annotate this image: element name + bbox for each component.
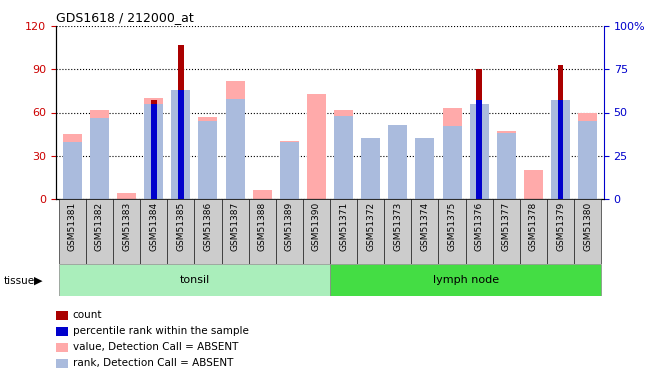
Text: tissue: tissue	[3, 276, 34, 285]
Bar	[330, 264, 601, 296]
Text: ▶: ▶	[34, 276, 43, 285]
Text: lymph node: lymph node	[432, 275, 499, 285]
Bar	[226, 81, 245, 199]
Bar	[280, 142, 299, 199]
Bar	[172, 90, 190, 199]
Bar	[195, 199, 222, 264]
Bar	[113, 199, 140, 264]
Bar	[388, 131, 407, 199]
Bar	[226, 99, 245, 199]
Bar	[307, 94, 326, 199]
Bar	[280, 141, 299, 199]
Bar	[59, 264, 330, 296]
Bar	[470, 104, 488, 199]
Bar	[438, 199, 465, 264]
Text: GSM51373: GSM51373	[393, 202, 403, 251]
Bar	[578, 112, 597, 199]
Text: GSM51378: GSM51378	[529, 202, 538, 251]
Bar	[334, 110, 353, 199]
Bar	[63, 142, 82, 199]
Text: rank, Detection Call = ABSENT: rank, Detection Call = ABSENT	[73, 358, 233, 368]
Bar	[443, 126, 461, 199]
Bar	[357, 199, 384, 264]
Text: GSM51385: GSM51385	[176, 202, 185, 251]
Text: GSM51381: GSM51381	[68, 202, 77, 251]
Bar	[558, 100, 564, 199]
Bar	[497, 131, 515, 199]
Text: percentile rank within the sample: percentile rank within the sample	[73, 326, 248, 336]
Text: GSM51387: GSM51387	[230, 202, 240, 251]
Bar	[520, 199, 547, 264]
Bar	[415, 144, 434, 199]
Text: GSM51372: GSM51372	[366, 202, 375, 251]
Text: GSM51386: GSM51386	[203, 202, 213, 251]
Text: GSM51389: GSM51389	[285, 202, 294, 251]
Bar	[476, 100, 482, 199]
Bar	[199, 117, 217, 199]
Bar	[388, 124, 407, 199]
Text: GSM51375: GSM51375	[447, 202, 457, 251]
Text: GSM51388: GSM51388	[257, 202, 267, 251]
Bar	[90, 110, 109, 199]
Text: GSM51380: GSM51380	[583, 202, 592, 251]
Bar	[493, 199, 520, 264]
Text: GDS1618 / 212000_at: GDS1618 / 212000_at	[56, 11, 194, 24]
Bar	[547, 199, 574, 264]
Bar	[551, 100, 570, 199]
Bar	[150, 104, 156, 199]
Text: GSM51383: GSM51383	[122, 202, 131, 251]
Bar	[253, 190, 272, 199]
Text: GSM51371: GSM51371	[339, 202, 348, 251]
Bar	[415, 138, 434, 199]
Bar	[411, 199, 438, 264]
Bar	[524, 170, 543, 199]
Bar	[249, 199, 276, 264]
Bar	[145, 98, 163, 199]
Bar	[178, 45, 184, 199]
Bar	[303, 199, 330, 264]
Text: GSM51379: GSM51379	[556, 202, 565, 251]
Bar	[145, 104, 163, 199]
Bar	[334, 116, 353, 199]
Bar	[578, 121, 597, 199]
Bar	[199, 121, 217, 199]
Text: GSM51377: GSM51377	[502, 202, 511, 251]
Bar	[361, 141, 380, 199]
Bar	[497, 133, 515, 199]
Text: GSM51376: GSM51376	[475, 202, 484, 251]
Bar	[361, 138, 380, 199]
Text: tonsil: tonsil	[180, 275, 209, 285]
Text: GSM51390: GSM51390	[312, 202, 321, 251]
Bar	[117, 193, 136, 199]
Text: value, Detection Call = ABSENT: value, Detection Call = ABSENT	[73, 342, 238, 352]
Text: GSM51374: GSM51374	[420, 202, 430, 251]
Bar	[86, 199, 113, 264]
Bar	[63, 134, 82, 199]
Bar	[384, 199, 411, 264]
Bar	[476, 69, 482, 199]
Bar	[178, 90, 184, 199]
Bar	[330, 199, 357, 264]
Bar	[465, 199, 493, 264]
Bar	[150, 100, 156, 199]
Bar	[574, 199, 601, 264]
Bar	[222, 199, 249, 264]
Text: count: count	[73, 310, 102, 320]
Bar	[167, 199, 195, 264]
Bar	[90, 118, 109, 199]
Text: GSM51382: GSM51382	[95, 202, 104, 251]
Bar	[276, 199, 303, 264]
Bar	[443, 108, 461, 199]
Bar	[59, 199, 86, 264]
Bar	[140, 199, 167, 264]
Text: GSM51384: GSM51384	[149, 202, 158, 251]
Bar	[558, 65, 564, 199]
